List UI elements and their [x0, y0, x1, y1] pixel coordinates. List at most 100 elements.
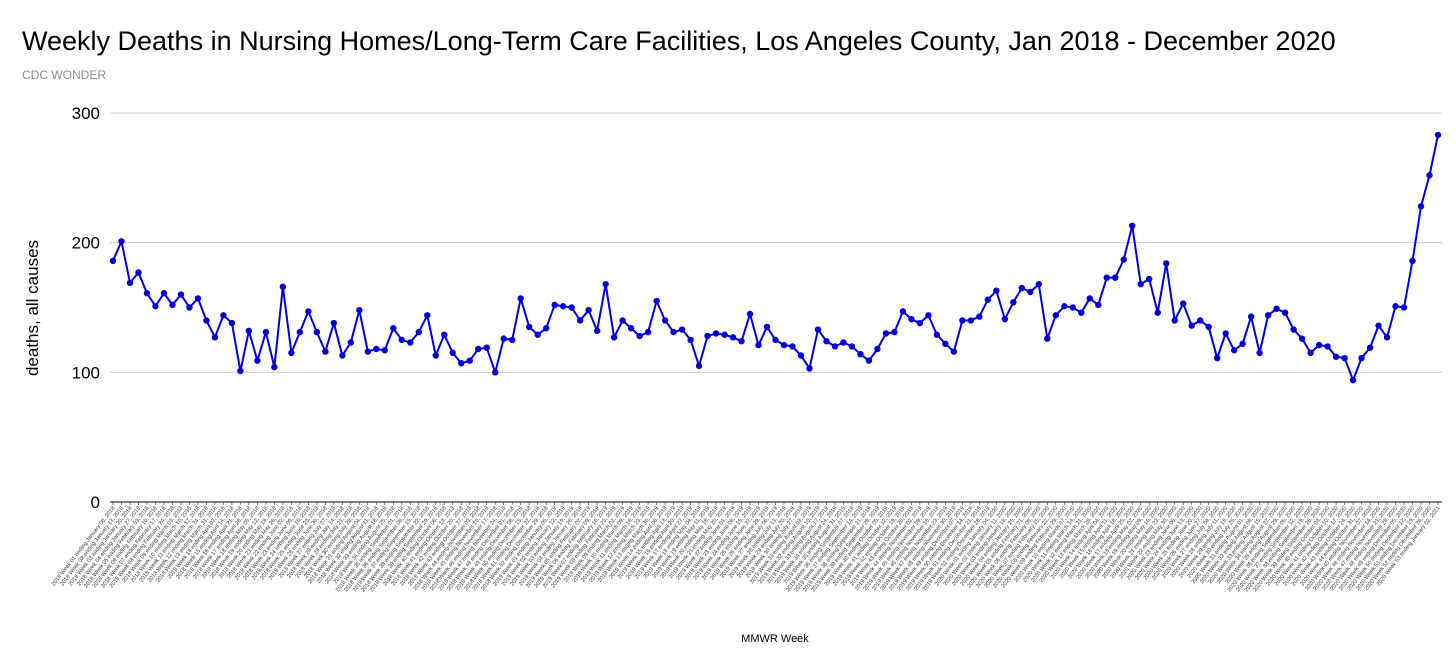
- data-point: [1426, 172, 1433, 179]
- data-point: [602, 280, 609, 288]
- y-axis-ticks: 0 100 200 300: [72, 104, 100, 512]
- data-point: [619, 317, 626, 324]
- data-point: [1264, 312, 1272, 319]
- data-point: [1307, 349, 1314, 357]
- data-point: [1375, 322, 1382, 329]
- data-point: [432, 352, 439, 359]
- data-point: [1222, 330, 1229, 337]
- data-point: [483, 344, 490, 351]
- data-point: [712, 330, 720, 337]
- gridlines: [110, 112, 1442, 503]
- data-point: [670, 328, 677, 336]
- data-point: [967, 317, 975, 324]
- data-point: [1366, 344, 1374, 351]
- data-point: [984, 296, 992, 303]
- y-tick-label: 300: [72, 104, 100, 123]
- data-point: [1196, 317, 1204, 324]
- data-point: [576, 317, 584, 324]
- data-point: [1010, 299, 1017, 306]
- data-point: [865, 357, 873, 364]
- data-point: [424, 312, 431, 319]
- data-point: [1281, 309, 1289, 316]
- data-point: [1129, 222, 1136, 230]
- data-point: [1027, 288, 1034, 296]
- data-point: [322, 348, 329, 355]
- data-point: [449, 349, 456, 357]
- data-point: [1069, 304, 1076, 311]
- data-point: [160, 290, 168, 297]
- data-point: [1247, 313, 1255, 320]
- data-point: [398, 336, 405, 344]
- data-point: [1256, 349, 1263, 357]
- data-point: [551, 301, 558, 309]
- data-point: [1230, 347, 1238, 354]
- data-point: [118, 238, 125, 245]
- data-point: [704, 332, 711, 340]
- data-point: [1188, 322, 1195, 329]
- x-axis-ticks: 2018 Week 01 ending January 06, 20182018…: [51, 502, 1442, 593]
- data-point: [687, 336, 694, 344]
- data-point: [661, 317, 669, 324]
- data-point: [1078, 309, 1085, 316]
- data-point: [1392, 303, 1399, 310]
- data-point: [806, 365, 813, 372]
- data-point: [653, 297, 660, 305]
- data-point: [177, 291, 185, 298]
- data-point: [126, 279, 134, 287]
- data-point: [780, 341, 788, 349]
- data-point: [517, 295, 524, 302]
- data-point: [1324, 343, 1331, 350]
- data-point: [746, 310, 754, 318]
- data-point: [1061, 303, 1068, 310]
- data-point: [1417, 203, 1425, 210]
- data-point: [1137, 280, 1144, 288]
- data-point: [1112, 274, 1119, 281]
- data-point: [993, 287, 1000, 294]
- data-point: [169, 301, 176, 309]
- data-point: [228, 319, 236, 327]
- data-point: [559, 303, 567, 310]
- data-point: [593, 327, 601, 335]
- data-point: [534, 331, 541, 338]
- data-point: [755, 341, 762, 349]
- y-tick-label: 0: [91, 493, 100, 512]
- data-point: [840, 339, 847, 346]
- series-deaths: [109, 131, 1442, 384]
- data-point: [891, 328, 898, 336]
- data-point: [542, 325, 550, 332]
- data-point: [1341, 354, 1348, 362]
- data-point: [152, 303, 159, 310]
- data-point: [135, 269, 142, 276]
- data-point: [568, 304, 575, 311]
- data-point: [933, 331, 941, 338]
- data-point: [356, 306, 363, 314]
- data-point: [1095, 301, 1102, 309]
- data-point: [882, 330, 890, 337]
- data-point: [729, 334, 737, 341]
- data-point: [857, 350, 864, 358]
- y-axis-label: deaths, all causes: [23, 240, 42, 376]
- data-point: [1205, 323, 1212, 331]
- data-point: [330, 319, 338, 327]
- data-point: [1383, 334, 1391, 341]
- data-point: [814, 326, 822, 333]
- data-point: [797, 352, 805, 359]
- data-point: [347, 339, 355, 346]
- data-point: [458, 360, 465, 367]
- data-point: [381, 347, 388, 354]
- data-point: [1179, 300, 1187, 307]
- data-point: [976, 313, 983, 320]
- data-point: [211, 334, 219, 341]
- data-point: [143, 290, 151, 297]
- data-point: [407, 339, 414, 346]
- data-point: [585, 306, 592, 314]
- chart-title: Weekly Deaths in Nursing Homes/Long-Term…: [22, 26, 1336, 56]
- data-point: [908, 315, 915, 323]
- data-point: [721, 331, 728, 338]
- data-point: [364, 348, 372, 355]
- data-point: [237, 367, 244, 375]
- data-point: [271, 363, 278, 371]
- data-point: [373, 345, 380, 353]
- data-point: [441, 331, 448, 338]
- data-point: [1358, 354, 1365, 362]
